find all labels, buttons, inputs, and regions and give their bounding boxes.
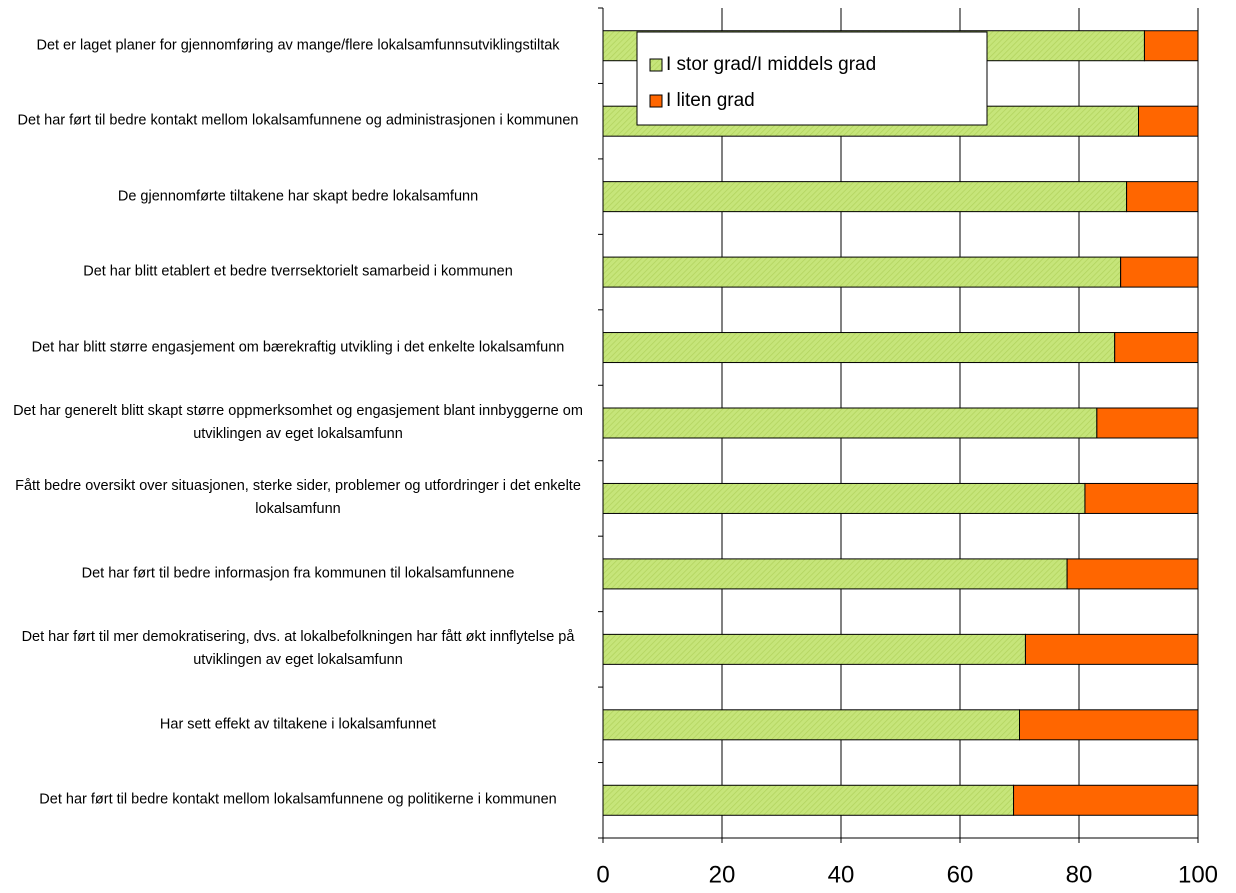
bar-segment	[602, 558, 1068, 590]
bar-segment	[602, 633, 1026, 665]
y-tick-label: Det har ført til bedre informasjon fra k…	[81, 565, 515, 582]
bar-segment	[602, 784, 1015, 816]
bar-segment	[1120, 256, 1199, 288]
y-tick-label: Det har ført til bedre kontakt mellom lo…	[17, 112, 579, 129]
y-tick-label: Fått bedre oversikt over situasjonen, st…	[15, 478, 581, 518]
x-tick-label: 100	[1178, 861, 1218, 888]
bar-segment	[1138, 105, 1199, 137]
bar-segment	[1114, 332, 1199, 364]
y-tick-label: Det har ført til mer demokratisering, dv…	[21, 629, 575, 669]
y-tick-label: Har sett effekt av tiltakene i lokalsamf…	[159, 716, 437, 733]
bar-segment	[602, 709, 1020, 741]
bar-segment	[1096, 407, 1199, 439]
y-tick-label: Det har blitt større engasjement om bære…	[31, 339, 565, 356]
bar-segment	[1066, 558, 1199, 590]
y-tick-label: De gjennomførte tiltakene har skapt bedr…	[117, 188, 479, 205]
bar-segment	[602, 181, 1128, 213]
bar-segment	[602, 407, 1098, 439]
y-tick-label: Det har ført til bedre kontakt mellom lo…	[39, 791, 557, 808]
bar-segment	[1013, 784, 1199, 816]
bar-segment	[1024, 633, 1199, 665]
bar-segment	[1143, 30, 1199, 62]
y-tick-label: Det har generelt blitt skapt større oppm…	[13, 403, 583, 442]
bar-segment	[1084, 482, 1199, 514]
bar-segment	[602, 482, 1086, 514]
bar-segment	[602, 332, 1116, 364]
legend-label: I stor grad/I middels grad	[666, 54, 876, 75]
legend-label: I liten grad	[666, 90, 755, 111]
x-tick-label: 20	[709, 861, 736, 888]
bar-segment	[1126, 181, 1199, 213]
bar-segment	[1019, 709, 1199, 741]
y-tick-label: Det har blitt etablert et bedre tverrsek…	[83, 263, 513, 280]
y-tick-label: Det er laget planer for gjennomføring av…	[36, 37, 560, 54]
x-tick-label: 80	[1066, 861, 1093, 888]
legend	[636, 31, 988, 126]
legend-swatch	[649, 58, 663, 72]
x-tick-label: 60	[947, 861, 974, 888]
x-tick-label: 0	[596, 861, 609, 888]
legend-swatch	[649, 94, 663, 108]
bar-segment	[602, 256, 1122, 288]
x-tick-label: 40	[828, 861, 855, 888]
